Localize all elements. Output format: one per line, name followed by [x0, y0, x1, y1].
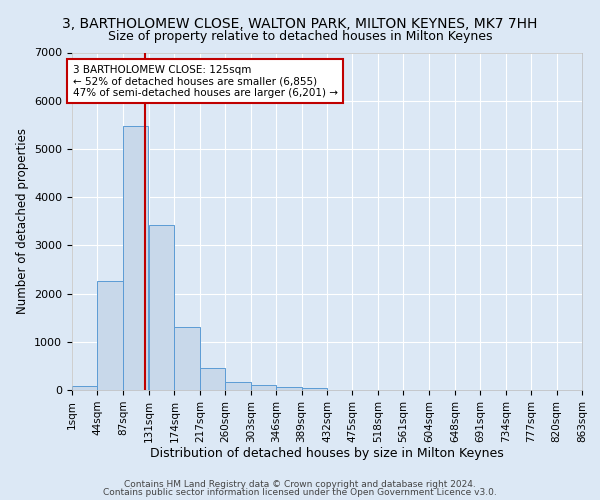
Bar	[175, 327, 200, 390]
Text: Contains public sector information licensed under the Open Government Licence v3: Contains public sector information licen…	[103, 488, 497, 497]
Bar	[123, 126, 148, 390]
Text: Size of property relative to detached houses in Milton Keynes: Size of property relative to detached ho…	[108, 30, 492, 43]
Bar	[200, 368, 225, 390]
Bar	[302, 388, 327, 390]
X-axis label: Distribution of detached houses by size in Milton Keynes: Distribution of detached houses by size …	[150, 448, 504, 460]
Text: 3 BARTHOLOMEW CLOSE: 125sqm
← 52% of detached houses are smaller (6,855)
47% of : 3 BARTHOLOMEW CLOSE: 125sqm ← 52% of det…	[73, 64, 338, 98]
Bar	[72, 386, 97, 390]
Bar	[225, 382, 251, 390]
Bar	[149, 224, 175, 390]
Bar	[251, 385, 276, 390]
Y-axis label: Number of detached properties: Number of detached properties	[16, 128, 29, 314]
Text: Contains HM Land Registry data © Crown copyright and database right 2024.: Contains HM Land Registry data © Crown c…	[124, 480, 476, 489]
Text: 3, BARTHOLOMEW CLOSE, WALTON PARK, MILTON KEYNES, MK7 7HH: 3, BARTHOLOMEW CLOSE, WALTON PARK, MILTO…	[62, 18, 538, 32]
Bar	[276, 386, 302, 390]
Bar	[97, 280, 123, 390]
